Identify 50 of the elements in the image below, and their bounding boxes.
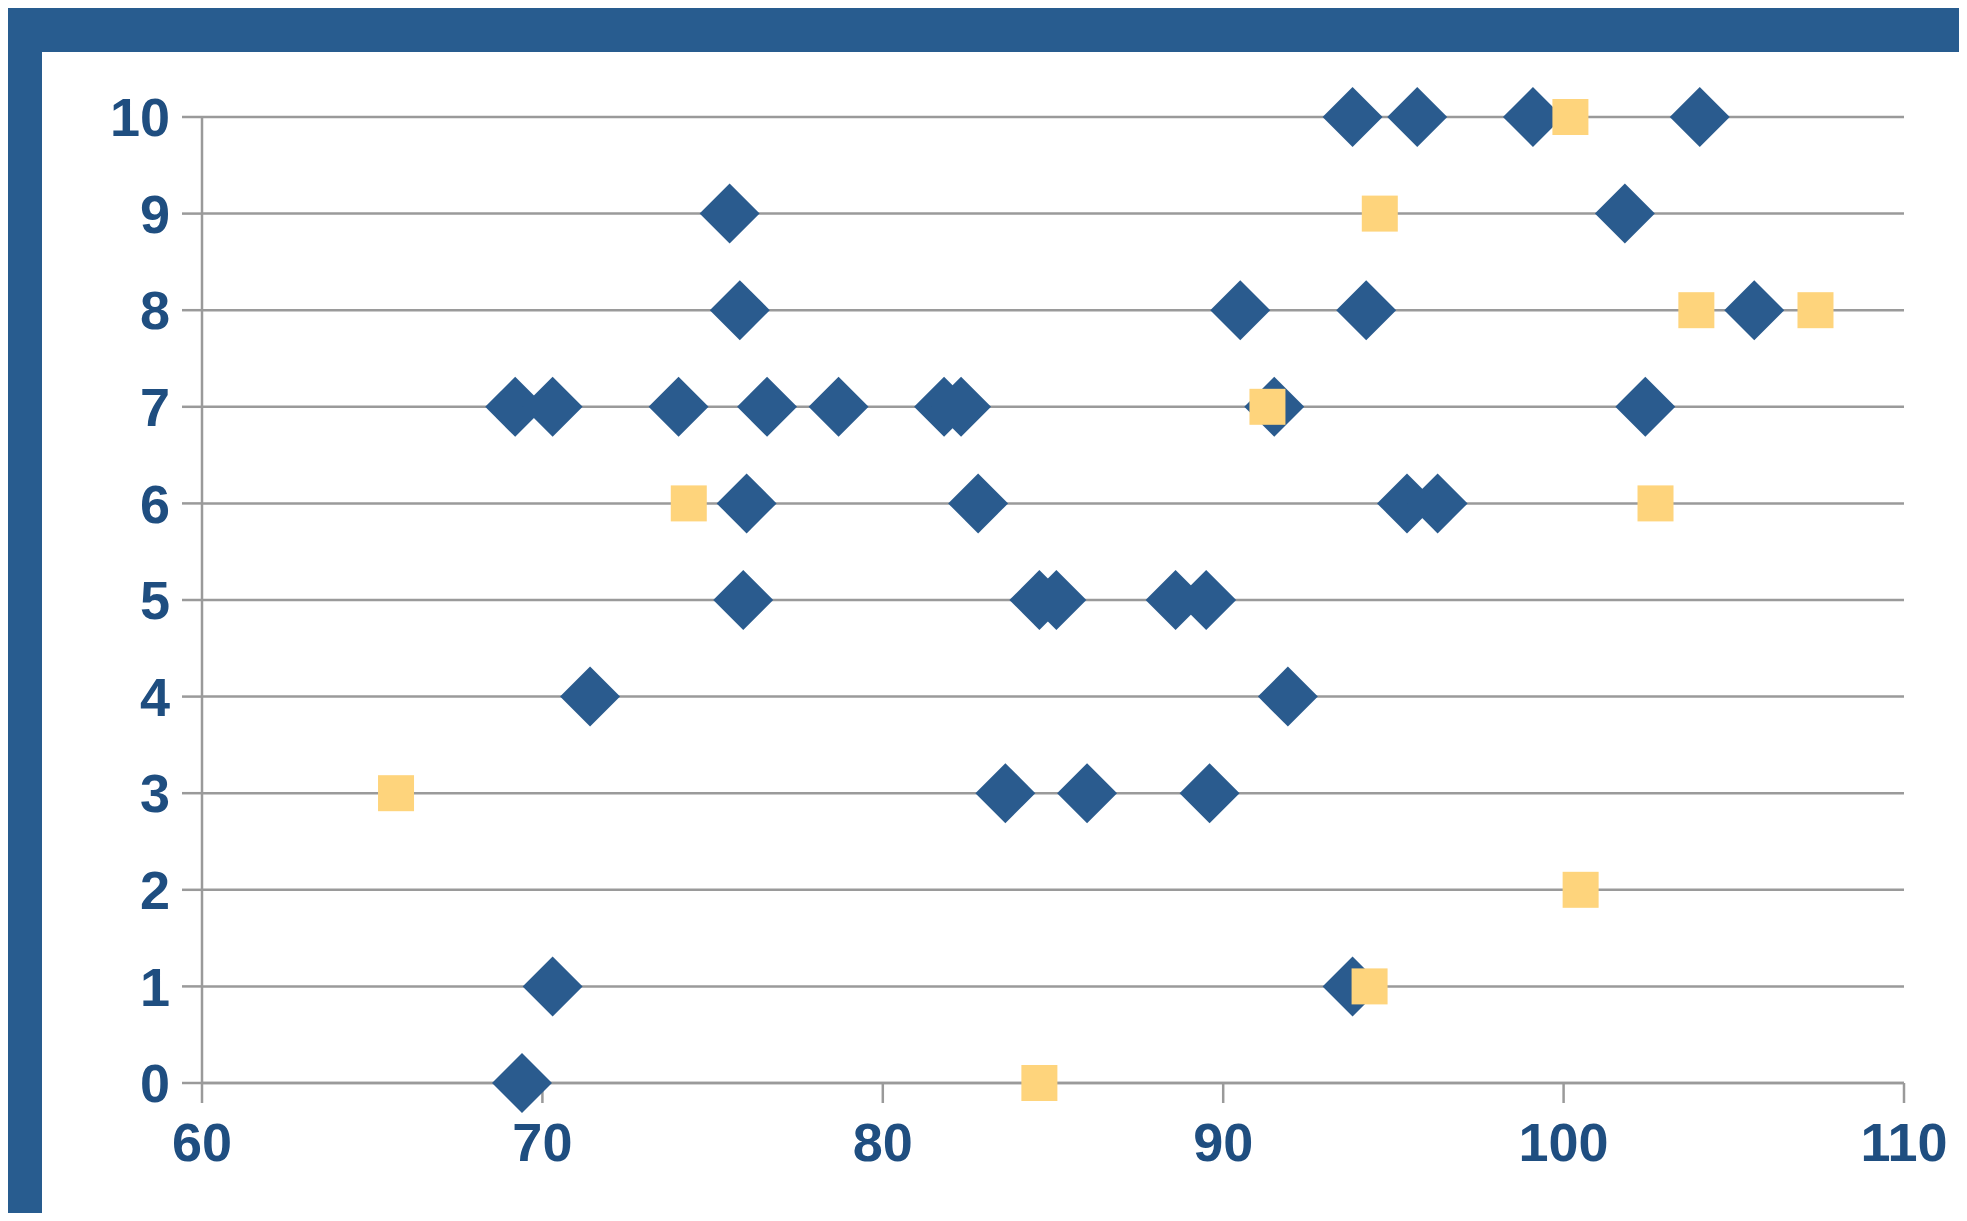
x-tick-label: 80 bbox=[852, 1112, 913, 1173]
point bbox=[1336, 280, 1397, 341]
point bbox=[648, 376, 709, 437]
y-tick-label: 3 bbox=[139, 763, 170, 824]
point bbox=[713, 570, 774, 630]
x-tick-label: 110 bbox=[1860, 1112, 1948, 1173]
point bbox=[378, 775, 415, 812]
point bbox=[1678, 292, 1715, 329]
point bbox=[1179, 763, 1240, 824]
point bbox=[716, 473, 777, 534]
point bbox=[1637, 485, 1674, 522]
point bbox=[1351, 968, 1388, 1005]
y-tick-label: 8 bbox=[139, 280, 170, 341]
point bbox=[975, 763, 1036, 824]
point bbox=[1552, 99, 1589, 135]
point bbox=[808, 376, 869, 437]
y-tick-label: 2 bbox=[139, 859, 170, 920]
point bbox=[560, 666, 621, 727]
y-tick-label: 10 bbox=[109, 87, 170, 148]
point bbox=[1562, 871, 1599, 908]
point bbox=[1724, 280, 1785, 341]
y-tick-label: 4 bbox=[139, 666, 170, 727]
point bbox=[491, 1053, 552, 1113]
point bbox=[670, 485, 707, 522]
y-tick-label: 9 bbox=[139, 183, 170, 244]
point bbox=[1594, 183, 1655, 244]
point bbox=[1210, 280, 1271, 341]
y-tick-label: 0 bbox=[139, 1053, 170, 1114]
x-tick-label: 100 bbox=[1518, 1112, 1609, 1173]
x-tick-label: 60 bbox=[171, 1112, 233, 1173]
point bbox=[1797, 292, 1834, 329]
point bbox=[1361, 195, 1398, 232]
point bbox=[709, 280, 770, 341]
point bbox=[948, 473, 1009, 534]
point bbox=[1322, 87, 1383, 147]
point bbox=[737, 376, 798, 437]
point bbox=[1057, 763, 1118, 824]
y-tick-label: 5 bbox=[139, 570, 170, 631]
y-tick-label: 6 bbox=[139, 473, 170, 534]
point bbox=[1387, 87, 1448, 147]
point bbox=[1669, 87, 1730, 147]
x-tick-label: 70 bbox=[512, 1112, 573, 1173]
point bbox=[1257, 666, 1318, 727]
point bbox=[1021, 1065, 1058, 1101]
point bbox=[699, 183, 760, 244]
point bbox=[522, 956, 583, 1017]
y-tick-label: 1 bbox=[139, 956, 170, 1017]
y-tick-label: 7 bbox=[139, 376, 170, 437]
point bbox=[1615, 376, 1676, 437]
x-tick-label: 90 bbox=[1193, 1112, 1254, 1173]
